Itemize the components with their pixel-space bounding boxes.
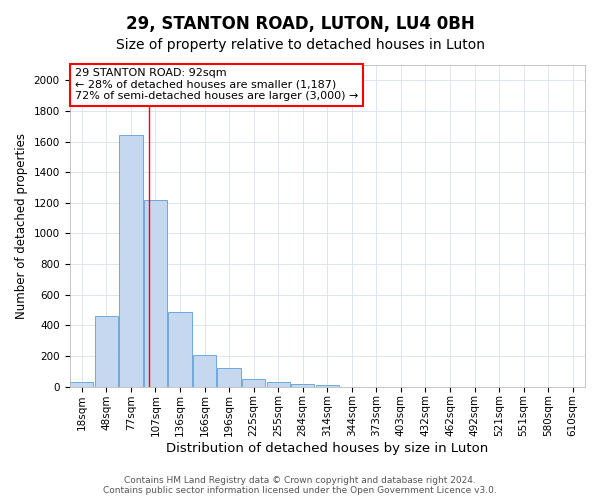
Text: Size of property relative to detached houses in Luton: Size of property relative to detached ho…: [115, 38, 485, 52]
Bar: [95, 316, 118, 386]
Bar: [316, 385, 339, 386]
Y-axis label: Number of detached properties: Number of detached properties: [15, 133, 28, 319]
Bar: [242, 379, 265, 386]
Text: 29, STANTON ROAD, LUTON, LU4 0BH: 29, STANTON ROAD, LUTON, LU4 0BH: [125, 15, 475, 33]
Bar: [144, 200, 167, 386]
Bar: [119, 136, 143, 386]
Bar: [193, 354, 216, 386]
Text: 29 STANTON ROAD: 92sqm
← 28% of detached houses are smaller (1,187)
72% of semi-: 29 STANTON ROAD: 92sqm ← 28% of detached…: [74, 68, 358, 102]
Bar: [169, 312, 191, 386]
Bar: [291, 384, 314, 386]
X-axis label: Distribution of detached houses by size in Luton: Distribution of detached houses by size …: [166, 442, 488, 455]
Bar: [70, 382, 94, 386]
Bar: [217, 368, 241, 386]
Bar: [266, 382, 290, 386]
Text: Contains HM Land Registry data © Crown copyright and database right 2024.
Contai: Contains HM Land Registry data © Crown c…: [103, 476, 497, 495]
